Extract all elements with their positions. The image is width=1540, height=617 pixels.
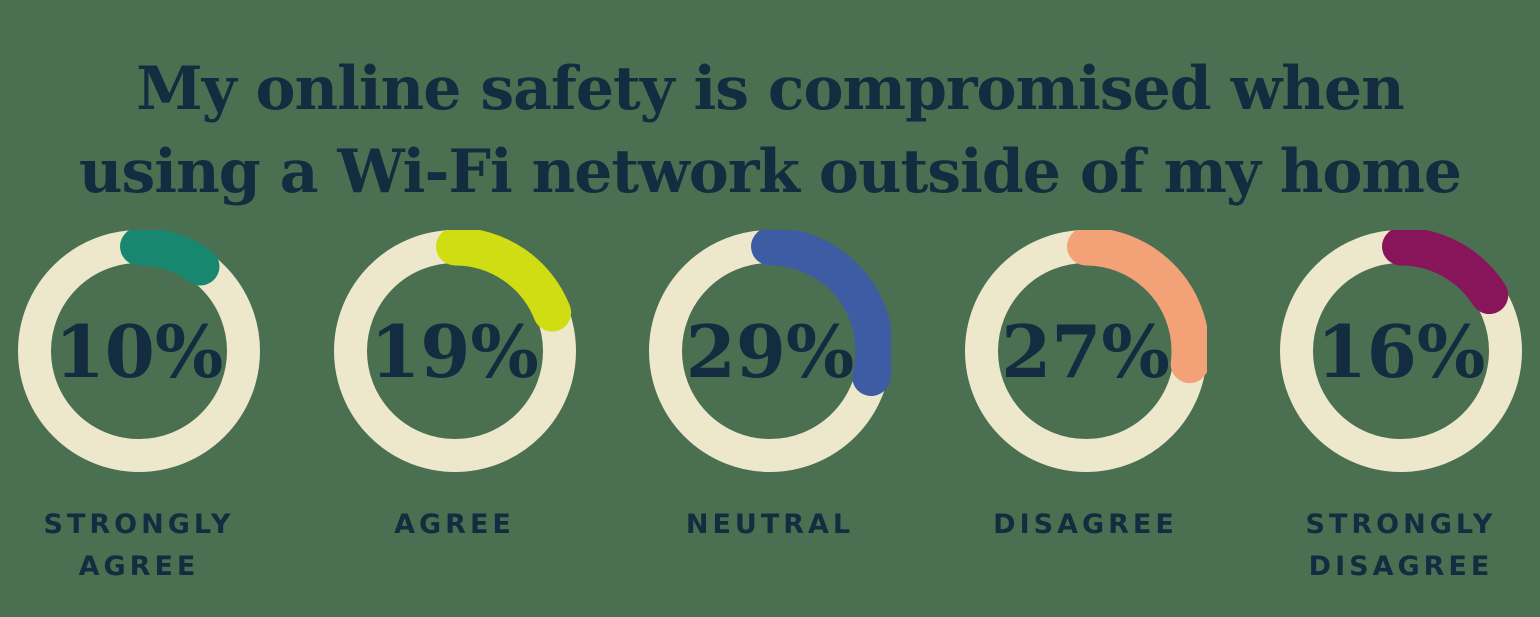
donut-value-arc: [964, 230, 1207, 472]
donut-charts-row: 10% STRONGLY AGREE 19% AGREE 29% NEUTRAL: [12, 230, 1528, 588]
donut-chart-group: 19% AGREE: [328, 230, 582, 588]
page-title-line2: using a Wi-Fi network outside of my home: [78, 136, 1462, 207]
donut-value-arc: [1280, 230, 1522, 472]
donut-chart-group: 29% NEUTRAL: [643, 230, 897, 588]
donut-value-arc: [649, 230, 891, 472]
donut-value-arc: [333, 230, 576, 472]
donut-value-arc: [18, 230, 260, 472]
donut-category-label: DISAGREE: [993, 509, 1178, 540]
donut-category-label: STRONGLY DISAGREE: [1305, 509, 1497, 582]
donut-chart: 19%: [333, 230, 576, 472]
donut-ring-svg: [964, 230, 1207, 472]
donut-ring-svg: [649, 230, 891, 472]
donut-category-label: AGREE: [394, 509, 515, 540]
page-title: My online safety is compromised when usi…: [0, 48, 1540, 214]
donut-chart: 29%: [649, 230, 891, 472]
page-title-line1: My online safety is compromised when: [136, 54, 1404, 125]
donut-ring-svg: [1280, 230, 1522, 472]
donut-category-label: STRONGLY AGREE: [43, 509, 235, 582]
donut-chart-group: 16% STRONGLY DISAGREE: [1274, 230, 1528, 588]
donut-chart-group: 10% STRONGLY AGREE: [12, 230, 266, 588]
donut-category-label: NEUTRAL: [685, 509, 855, 540]
donut-ring-svg: [18, 230, 260, 472]
donut-chart: 10%: [18, 230, 260, 472]
donut-ring-svg: [333, 230, 576, 472]
donut-chart: 16%: [1280, 230, 1522, 472]
donut-chart: 27%: [964, 230, 1207, 472]
donut-chart-group: 27% DISAGREE: [959, 230, 1213, 588]
